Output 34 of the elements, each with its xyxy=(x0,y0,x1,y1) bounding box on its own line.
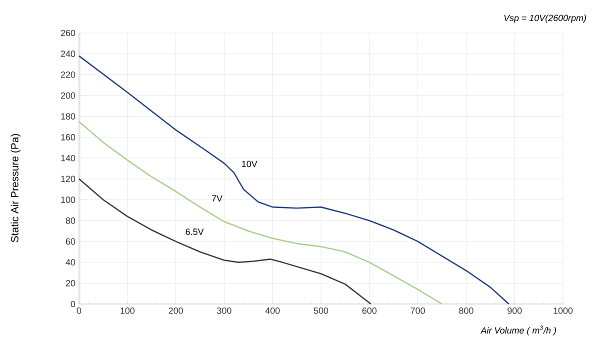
x-tick-label: 300 xyxy=(217,308,232,314)
line-series xyxy=(78,178,372,305)
y-tick-label: 80 xyxy=(66,217,76,224)
x-tick-label: 0 xyxy=(76,308,82,314)
chart-title: Vsp = 10V(2600rpm) xyxy=(504,14,586,23)
y-tick-label: 200 xyxy=(60,92,76,99)
y-tick-label: 100 xyxy=(61,196,76,203)
x-tick-label: 100 xyxy=(120,308,135,314)
y-tick-label: 240 xyxy=(60,50,76,58)
y-tick-label: 0 xyxy=(70,300,76,308)
y-tick-label: 60 xyxy=(66,238,76,245)
x-axis-title: Air Volume ( m$^{3}$/h ) xyxy=(480,326,556,336)
series-label: 6.5V xyxy=(186,228,204,235)
x-tick-label: 800 xyxy=(459,308,474,314)
y-axis-title: Static Air Pressure (Pa) xyxy=(10,134,20,242)
y-tick-label: 260 xyxy=(60,30,76,36)
x-tick-label: 900 xyxy=(508,308,522,314)
x-tick-label: 400 xyxy=(265,308,280,314)
y-tick-label: 140 xyxy=(61,154,76,162)
series-label: 7V xyxy=(212,195,222,202)
y-tick-label: 20 xyxy=(66,280,76,286)
y-tick-label: 180 xyxy=(61,113,76,120)
line-series xyxy=(78,55,510,305)
series-label: 10V xyxy=(242,160,258,168)
y-tick-label: 120 xyxy=(61,176,76,182)
x-tick-label: 200 xyxy=(168,308,183,314)
y-tick-label: 160 xyxy=(61,134,76,140)
x-tick-label: 700 xyxy=(410,308,425,314)
x-tick-label: 1000 xyxy=(554,308,573,314)
x-tick-label: 500 xyxy=(314,308,328,314)
y-tick-label: 220 xyxy=(60,72,76,78)
line-series xyxy=(78,120,443,305)
x-tick-label: 600 xyxy=(362,308,377,314)
y-tick-label: 40 xyxy=(66,259,76,266)
